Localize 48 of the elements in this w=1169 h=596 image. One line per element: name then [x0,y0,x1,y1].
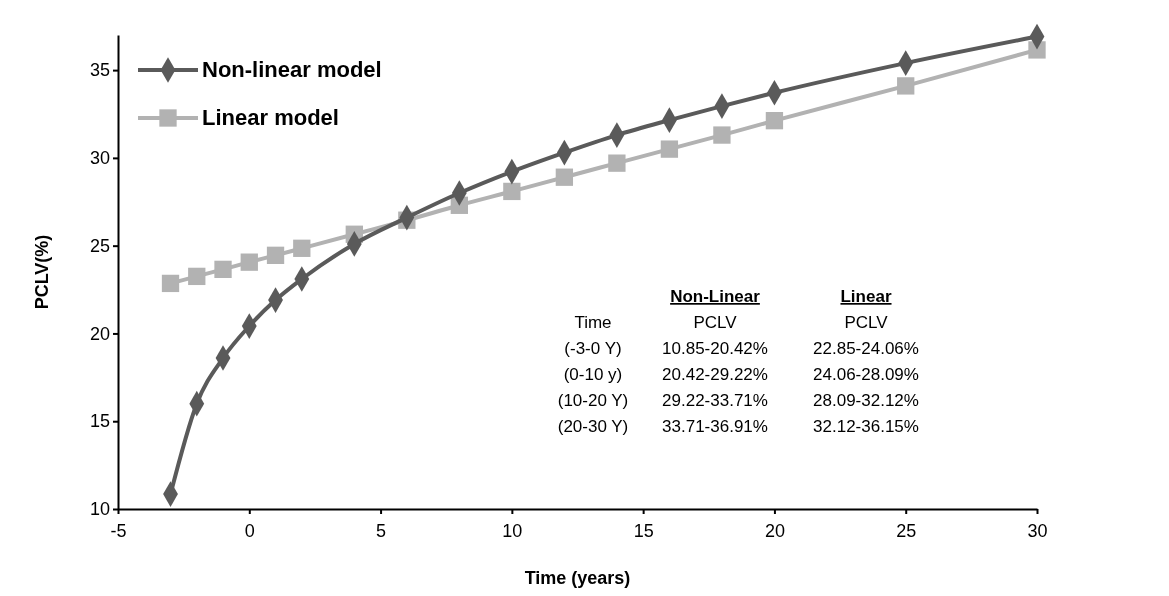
y-axis-title: PCLV(%) [32,234,52,310]
point [765,112,784,130]
x-tick-label: 5 [376,520,387,541]
annotation: 22.85-24.06% [813,339,919,358]
point [555,168,574,186]
annotation: (0-10 y) [563,365,623,384]
annotation: 33.71-36.91% [662,417,768,436]
point [266,246,285,264]
x-tick-label: 30 [1027,520,1048,541]
annotation: 32.12-36.15% [813,417,919,436]
point [240,253,258,271]
x-axis-title: Time (years) [524,568,631,588]
annotation: Time [574,313,612,332]
point [713,126,731,144]
annotation: 20.42-29.22% [662,365,768,384]
y-tick-label: 20 [89,323,110,344]
annotation: PCLV [844,313,889,332]
y-tick-label: 15 [89,411,110,432]
point [503,182,521,201]
annotation: 29.22-33.71% [662,391,768,410]
annotation: Linear [840,287,892,306]
point [660,140,679,158]
point [608,154,626,172]
point [214,260,232,279]
y-tick-label: 25 [89,235,110,256]
annotation: PCLV [693,313,738,332]
annotation: 24.06-28.09% [813,365,919,384]
x-tick-label: 10 [502,520,523,541]
annotation: 10.85-20.42% [662,339,768,358]
point [161,274,180,293]
y-tick-label: 10 [89,499,110,520]
annotation: (20-30 Y) [557,417,629,436]
y-tick-label: 35 [89,60,110,81]
legend-label: Linear model [202,105,339,130]
x-tick-label: -5 [110,520,127,541]
point [293,239,311,257]
annotation: (10-20 Y) [557,391,629,410]
point [188,267,206,286]
annotation: (-3-0 Y) [564,339,622,358]
x-tick-label: 0 [244,520,255,541]
y-tick-label: 30 [89,148,110,169]
legend-label: Non-linear model [202,57,382,82]
x-tick-label: 25 [896,520,917,541]
annotation: Non-Linear [670,287,761,306]
x-tick-label: 20 [764,520,785,541]
annotation: 28.09-32.12% [813,391,919,410]
x-tick-label: 15 [633,520,654,541]
point [897,77,915,95]
